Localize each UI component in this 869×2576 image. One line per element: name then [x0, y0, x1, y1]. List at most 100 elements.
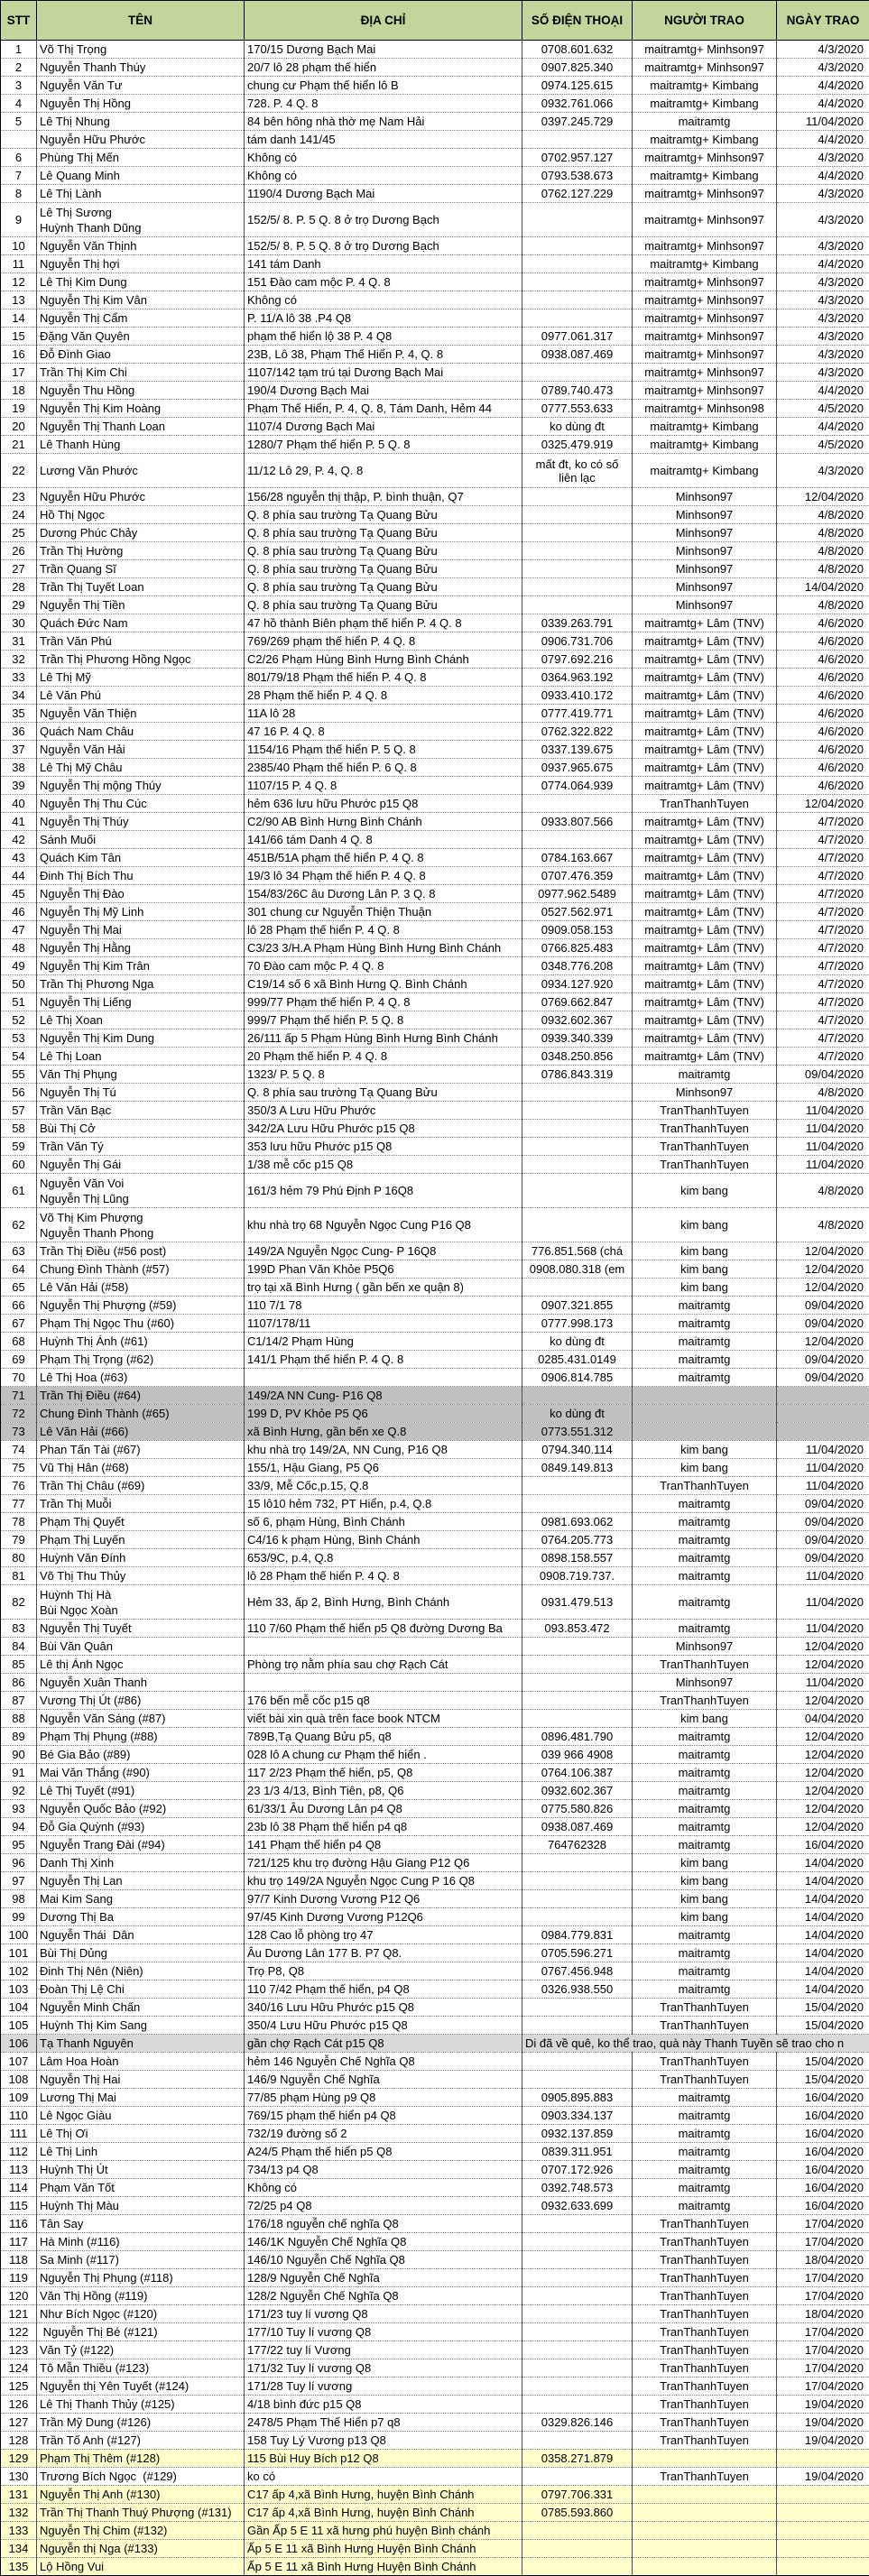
- cell-date[interactable]: 4/6/2020: [777, 632, 869, 651]
- cell-address[interactable]: 734/13 p4 Q8: [245, 2161, 522, 2179]
- cell-name[interactable]: Quách Nam Châu: [37, 723, 245, 741]
- cell-stt[interactable]: 12: [1, 273, 37, 291]
- cell-phone[interactable]: 0896.481.790: [522, 1728, 633, 1746]
- cell-giver[interactable]: TranThanhTuyen: [633, 1156, 777, 1174]
- cell-stt[interactable]: 74: [1, 1441, 37, 1459]
- cell-phone[interactable]: 0906.814.785: [522, 1369, 633, 1387]
- cell-phone[interactable]: 0707.476.359: [522, 867, 633, 885]
- cell-giver[interactable]: maitramtg+ Minhson97: [633, 309, 777, 328]
- cell-name[interactable]: Lê Ngọc Giàu: [37, 2107, 245, 2125]
- cell-address[interactable]: Q. 8 phía sau trường Tạ Quang Bửu: [245, 1084, 522, 1102]
- cell-stt[interactable]: 59: [1, 1138, 37, 1156]
- cell-date[interactable]: 14/04/2020: [777, 1908, 869, 1926]
- cell-phone[interactable]: [522, 291, 633, 309]
- cell-name[interactable]: Đỗ Gia Quỳnh (#93): [37, 1818, 245, 1836]
- cell-date[interactable]: 16/04/2020: [777, 2179, 869, 2197]
- cell-address[interactable]: A24/5 Phạm thế hiển p5 Q8: [245, 2143, 522, 2161]
- cell-date[interactable]: 4/6/2020: [777, 705, 869, 723]
- cell-name[interactable]: Lê Thị Nhung: [37, 113, 245, 131]
- cell-giver[interactable]: maitramtg: [633, 2143, 777, 2161]
- cell-stt[interactable]: 97: [1, 1872, 37, 1890]
- cell-name[interactable]: Bùi Thị Dủng: [37, 1944, 245, 1962]
- cell-address[interactable]: lô 28 Phạm thế hiển P. 4 Q. 8: [245, 921, 522, 939]
- column-header-stt[interactable]: STT: [1, 1, 37, 41]
- cell-date[interactable]: 4/6/2020: [777, 723, 869, 741]
- cell-stt[interactable]: 69: [1, 1351, 37, 1369]
- cell-address[interactable]: Âu Dương Lân 177 B. P7 Q8.: [245, 1944, 522, 1962]
- cell-date[interactable]: 15/04/2020: [777, 2071, 869, 2089]
- cell-name[interactable]: Nguyễn Thị Phượng (#59): [37, 1297, 245, 1315]
- cell-phone[interactable]: [522, 203, 633, 237]
- cell-phone[interactable]: [522, 1174, 633, 1208]
- cell-giver[interactable]: maitramtg+ Lâm (TNV): [633, 993, 777, 1011]
- cell-date[interactable]: 16/04/2020: [777, 2125, 869, 2143]
- cell-giver[interactable]: maitramtg: [633, 1746, 777, 1764]
- cell-date[interactable]: 4/8/2020: [777, 1084, 869, 1102]
- cell-phone[interactable]: [522, 2233, 633, 2251]
- cell-stt[interactable]: 21: [1, 436, 37, 454]
- cell-stt[interactable]: 14: [1, 309, 37, 328]
- cell-name[interactable]: Trần Thị Điều (#56 post): [37, 1242, 245, 1260]
- cell-date[interactable]: 19/04/2020: [777, 2396, 869, 2414]
- cell-phone[interactable]: 0932.633.699: [522, 2197, 633, 2215]
- cell-stt[interactable]: 32: [1, 651, 37, 669]
- cell-giver[interactable]: Minhson97: [633, 578, 777, 596]
- cell-address[interactable]: 26/111 ấp 5 Phạm Hùng Bình Hưng Bình Chá…: [245, 1029, 522, 1048]
- cell-giver[interactable]: maitramtg+ Lâm (TNV): [633, 831, 777, 849]
- cell-giver[interactable]: maitramtg+ Lâm (TNV): [633, 614, 777, 632]
- cell-phone[interactable]: 0764.106.387: [522, 1764, 633, 1782]
- cell-stt[interactable]: 64: [1, 1260, 37, 1279]
- cell-address[interactable]: 350/4 Lưu Hữu Phước p15 Q8: [245, 2017, 522, 2035]
- cell-date[interactable]: 12/04/2020: [777, 1242, 869, 1260]
- cell-date[interactable]: 19/04/2020: [777, 2468, 869, 2486]
- cell-date[interactable]: 4/6/2020: [777, 777, 869, 795]
- cell-name[interactable]: Dương Thị Ba: [37, 1908, 245, 1926]
- cell-phone[interactable]: 0932.137.859: [522, 2125, 633, 2143]
- cell-name[interactable]: Nguyễn Thị Thúy: [37, 813, 245, 831]
- cell-name[interactable]: Lương Văn Phước: [37, 454, 245, 488]
- cell-phone[interactable]: [522, 1656, 633, 1674]
- cell-stt[interactable]: 127: [1, 2414, 37, 2432]
- cell-phone[interactable]: [522, 1908, 633, 1926]
- cell-phone[interactable]: 0984.779.831: [522, 1926, 633, 1944]
- cell-date[interactable]: 4/7/2020: [777, 975, 869, 993]
- cell-address[interactable]: khu nhà trọ 149/2A, NN Cung, P16 Q8: [245, 1441, 522, 1459]
- cell-stt[interactable]: 86: [1, 1674, 37, 1692]
- cell-phone[interactable]: 0974.125.615: [522, 77, 633, 95]
- cell-name[interactable]: Nguyễn Thị Hồng: [37, 95, 245, 113]
- cell-name[interactable]: Nguyễn Thị Kim Dung: [37, 1029, 245, 1048]
- cell-name[interactable]: Nguyễn Văn Thiện: [37, 705, 245, 723]
- cell-address[interactable]: số 6, phạm Hùng, Bình Chánh: [245, 1513, 522, 1531]
- cell-phone[interactable]: 0898.158.557: [522, 1549, 633, 1567]
- cell-giver[interactable]: maitramtg+ Minhson97: [633, 203, 777, 237]
- cell-date[interactable]: 11/04/2020: [777, 1567, 869, 1585]
- cell-name[interactable]: Nguyễn Thị Tuyết: [37, 1620, 245, 1638]
- cell-giver[interactable]: maitramtg+ Lâm (TNV): [633, 885, 777, 903]
- cell-address[interactable]: 350/3 A Lưu Hữu Phước: [245, 1102, 522, 1120]
- cell-address[interactable]: 156/28 nguyễn thị thập, P. bình thuận, Q…: [245, 488, 522, 506]
- cell-stt[interactable]: 52: [1, 1011, 37, 1029]
- cell-date[interactable]: 11/04/2020: [777, 1156, 869, 1174]
- cell-address[interactable]: Không có: [245, 167, 522, 185]
- cell-giver[interactable]: TranThanhTuyen: [633, 2071, 777, 2089]
- cell-name[interactable]: Đỗ Đình Giao: [37, 346, 245, 364]
- cell-date[interactable]: 12/04/2020: [777, 1746, 869, 1764]
- cell-name[interactable]: Võ Thị Trọng: [37, 41, 245, 59]
- cell-stt[interactable]: 72: [1, 1405, 37, 1423]
- cell-giver[interactable]: TranThanhTuyen: [633, 2377, 777, 2396]
- cell-stt[interactable]: 6: [1, 149, 37, 167]
- cell-giver[interactable]: maitramtg: [633, 1333, 777, 1351]
- cell-phone[interactable]: [522, 795, 633, 813]
- cell-giver[interactable]: maitramtg+ Minhson97: [633, 291, 777, 309]
- cell-giver[interactable]: maitramtg+ Kimbang: [633, 77, 777, 95]
- cell-stt[interactable]: 20: [1, 418, 37, 436]
- cell-address[interactable]: phạm thế hiển lộ 38 P. 4 Q8: [245, 328, 522, 346]
- cell-phone[interactable]: 0939.340.339: [522, 1029, 633, 1048]
- cell-name[interactable]: Nguyễn thị Yên Tuyết (#124): [37, 2377, 245, 2396]
- cell-phone[interactable]: 0931.479.513: [522, 1585, 633, 1620]
- cell-phone[interactable]: [522, 1279, 633, 1297]
- cell-address[interactable]: 177/10 Tuy lí vương Q8: [245, 2323, 522, 2341]
- cell-name[interactable]: Lê Thanh Hùng: [37, 436, 245, 454]
- cell-stt[interactable]: 36: [1, 723, 37, 741]
- cell-name[interactable]: Đặng Văn Quyên: [37, 328, 245, 346]
